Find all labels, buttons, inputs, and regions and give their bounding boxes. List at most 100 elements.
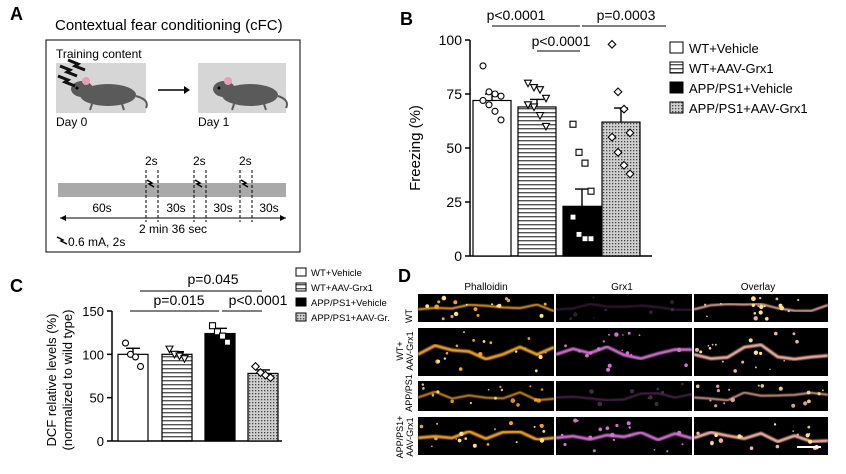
spine-2-1-13 [515,350,518,353]
spine-4-3-8 [718,438,724,443]
chart-b-point-3-5 [569,213,577,221]
panel-b-ylabel: Freezing (%) [407,105,424,191]
chart-b-ytick-label-0: 0 [454,248,462,264]
spine-2-1-5 [527,337,531,340]
spine-2-3-17 [695,347,699,352]
spine-1-1-6 [473,307,478,311]
spine-1-2-6 [592,296,595,299]
spine-4-2-6 [653,448,656,451]
chart-b-point-2-8 [541,122,551,132]
spine-4-3-9 [775,444,780,449]
spine-1-1-18 [539,313,544,318]
spine-2-2-13 [588,351,593,355]
spine-2-3-11 [741,360,745,364]
spine-2-1-2 [544,351,547,354]
spine-2-3-9 [708,347,712,350]
spine-1-2-8 [669,300,675,305]
spine-4-2-14 [588,435,593,440]
legend-c-label-1: WT+Vehicle [311,268,362,279]
spine-4-1-4 [436,422,439,425]
spine-1-1-17 [453,311,459,317]
total-duration-label: 2 min 36 sec [139,222,207,236]
chart-b-point-4-2 [613,87,623,97]
spine-2-2-14 [585,353,589,358]
spine-4-3-4 [807,425,811,429]
sig-b-3: p<0.0001 [532,33,591,49]
shock-markers [145,170,253,222]
chart-b-point-4-3 [619,104,629,114]
chart-b-point-1-3 [491,90,499,98]
spine-4-1-7 [533,425,536,428]
spine-4-1-13 [539,438,545,443]
spine-3-1-14 [432,395,434,397]
spine-3-3-5 [760,384,765,388]
spine-4-2-15 [628,426,631,429]
legend-b-swatch-4 [669,101,684,114]
sig-c-2: p=0.015 [154,292,205,308]
spine-1-2-1 [592,317,595,319]
chart-b-point-2-6 [529,103,539,112]
chart-c-bar-4 [247,372,279,442]
spine-3-3-10 [806,390,811,395]
legend-c-swatch-2 [295,282,307,292]
spine-1-3-15 [765,317,769,321]
legend-c-swatch-3 [295,297,307,307]
legend-b-label-2: WT+AAV-Grx1 [689,61,774,76]
panel-d: Phalloidin Grx1 Overlay WT WT+ AAV-Grx1 … [395,282,829,459]
legend-b-label-4: APP/PS1+AAV-Grx1 [689,101,808,116]
spine-3-1-12 [421,383,424,386]
panel-d-row-4b: AAV-Grx1 [405,417,415,456]
mouse-day0-icon [71,77,148,111]
chart-c-bar-3 [204,332,236,442]
spine-1-1-7 [441,317,445,321]
spine-4-3-17 [805,433,810,438]
spine-1-1-12 [437,300,441,304]
spine-3-1-8 [450,399,455,404]
chart-c-point-3-2 [213,328,222,336]
spine-2-1-8 [463,331,465,334]
spine-4-2-11 [598,427,603,432]
chart-c-ytick-label-2: 100 [82,347,104,362]
dendrite-1-3 [693,302,829,312]
chart-c-point-2-4 [180,355,189,364]
spine-2-1-12 [489,341,493,345]
spine-1-3-8 [706,315,708,318]
chart-c-point-4-4 [265,373,276,383]
shock-duration-1: 2s [145,154,158,168]
spine-2-1-14 [534,369,538,373]
spine-1-3-13 [753,316,758,321]
sig-c-3: p<0.0001 [229,292,288,308]
spine-1-3-4 [775,297,779,301]
panel-c-ylabel-1: DCF relative levels (%) [44,314,59,447]
spine-4-2-13 [563,442,567,447]
legend-c-swatch-4 [295,312,307,322]
spine-3-3-13 [695,384,700,389]
spine-4-2-5 [610,432,615,438]
day-arrow-head [184,86,190,94]
dendrite-2-3 [693,343,829,361]
spine-1-3-5 [757,305,759,307]
spine-4-2-1 [626,421,631,426]
spine-2-1-9 [478,352,483,357]
spine-2-3-16 [792,332,796,336]
chart-c-bar-2 [161,353,193,442]
sig-c-1: p=0.045 [188,271,239,287]
spine-1-2-5 [573,312,578,317]
panel-d-row-4a: APP/PS1+ [395,416,405,459]
spine-4-2-12 [628,434,631,437]
spine-1-3-10 [751,303,755,307]
segment-label-4: 30s [259,201,278,215]
spine-4-2-18 [592,449,596,453]
spine-3-3-2 [716,389,721,393]
spine-3-2-5 [656,387,660,391]
spine-3-1-6 [487,388,490,391]
spine-2-1-4 [458,367,463,371]
spine-1-3-16 [751,296,756,302]
shock-legend-label: 0.6 mA, 2s [68,235,125,249]
spine-4-1-14 [539,423,544,428]
spine-3-1-17 [436,390,440,394]
chart-b-bar-1 [472,99,512,257]
spine-2-3-14 [748,338,753,343]
segment-label-2: 30s [166,201,185,215]
